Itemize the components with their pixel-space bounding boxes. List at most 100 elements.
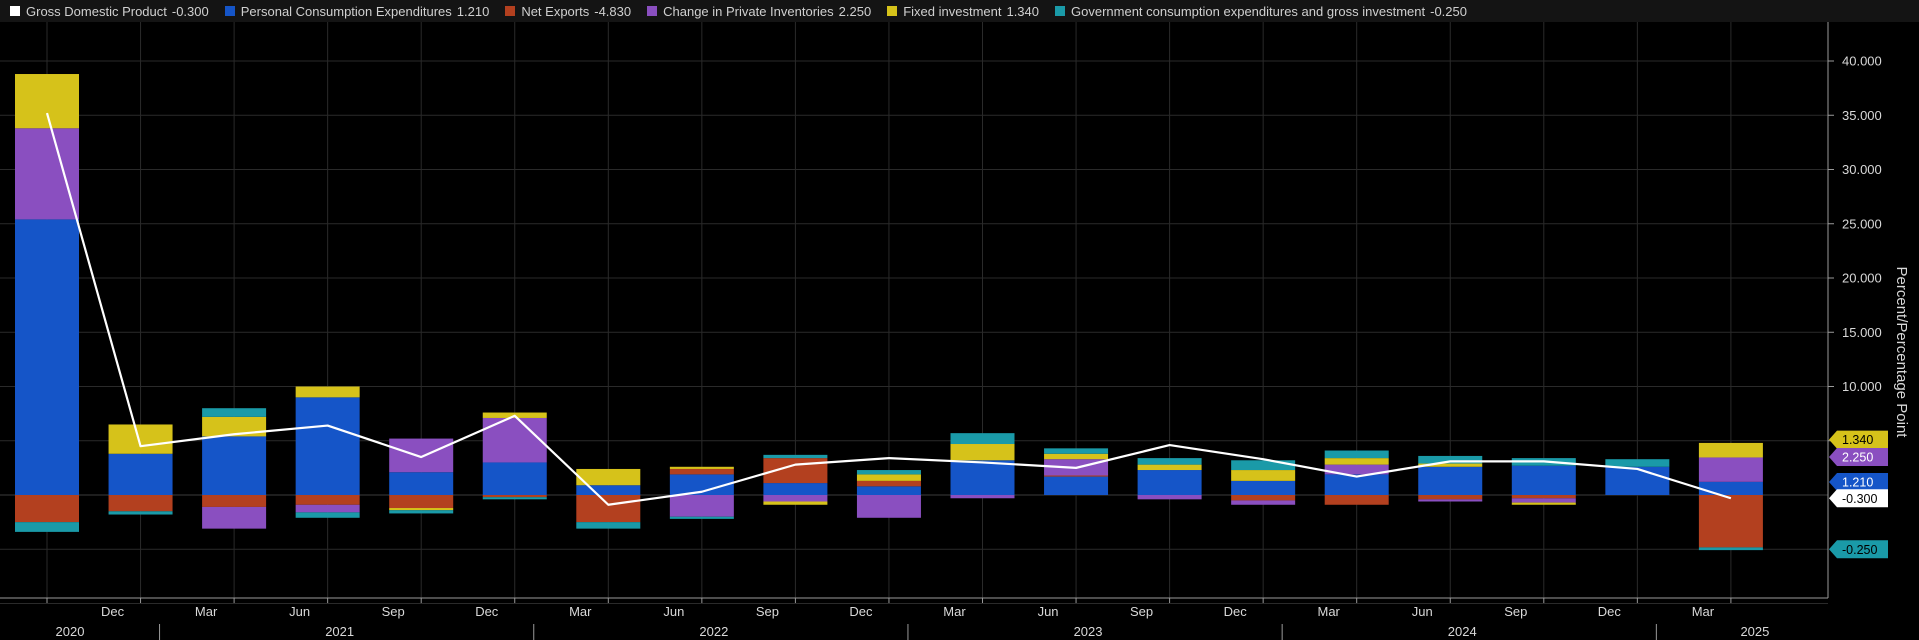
bar-segment bbox=[15, 522, 79, 532]
y-tick-label: 25.000 bbox=[1842, 216, 1882, 231]
y-tick-label: 20.000 bbox=[1842, 271, 1882, 286]
bar-segment bbox=[856, 470, 921, 475]
y-tick-label: 30.000 bbox=[1842, 162, 1882, 177]
bar-segment bbox=[1605, 466, 1670, 495]
bar-segment bbox=[1511, 495, 1576, 499]
legend-value: -0.250 bbox=[1430, 3, 1467, 19]
legend-label: Fixed investment bbox=[903, 3, 1002, 19]
bar-segment bbox=[1418, 466, 1483, 495]
bar-segment bbox=[763, 483, 828, 495]
bar-segment bbox=[15, 128, 79, 220]
legend-item: Gross Domestic Product -0.300 bbox=[10, 4, 209, 19]
legend-item: Personal Consumption Expenditures 1.210 bbox=[224, 3, 490, 19]
value-tag-label: 2.250 bbox=[1842, 451, 1873, 465]
legend-value: 1.210 bbox=[456, 3, 490, 19]
bars-group bbox=[15, 74, 1763, 551]
bar-segment bbox=[1698, 481, 1763, 495]
x-month-label: Mar bbox=[1692, 604, 1715, 619]
bar-segment bbox=[950, 495, 1015, 499]
x-month-label: Mar bbox=[1318, 604, 1341, 619]
x-year-label: 2021 bbox=[325, 624, 354, 639]
chart-legend: Gross Domestic Product -0.300 Personal Con… bbox=[0, 0, 1919, 22]
bar-segment bbox=[295, 512, 360, 518]
bar-segment bbox=[669, 468, 734, 475]
value-tag-label: -0.300 bbox=[1842, 492, 1877, 506]
bar-segment bbox=[1044, 475, 1109, 477]
bar-segment bbox=[576, 522, 641, 529]
x-month-label: Sep bbox=[1504, 604, 1527, 619]
value-tag-shape bbox=[1829, 448, 1888, 467]
bar-segment bbox=[950, 444, 1015, 461]
y-tick-label: 10.000 bbox=[1842, 379, 1882, 394]
bar-segment bbox=[669, 466, 734, 469]
legend-swatch bbox=[224, 6, 235, 16]
bar-segment bbox=[1418, 455, 1483, 464]
bar-segment bbox=[1137, 470, 1202, 495]
bar-segment bbox=[295, 397, 360, 495]
bar-segment bbox=[1698, 442, 1763, 458]
bar-segment bbox=[202, 408, 267, 417]
bar-segment bbox=[295, 495, 360, 505]
x-month-label: Sep bbox=[1130, 604, 1153, 619]
gdp-line-group bbox=[45, 112, 1732, 506]
bar-segment bbox=[1044, 448, 1109, 454]
bar-segment bbox=[576, 485, 641, 495]
x-month-label: Jun bbox=[1038, 604, 1059, 619]
legend-item: Government consumption expenditures and … bbox=[1055, 4, 1467, 19]
x-month-label: Dec bbox=[101, 604, 125, 619]
bar-segment bbox=[1698, 457, 1763, 482]
legend-label: Change in Private Inventories bbox=[663, 3, 834, 19]
bar-segment bbox=[856, 486, 921, 495]
legend-swatch bbox=[887, 6, 898, 16]
bar-segment bbox=[389, 472, 454, 495]
value-tag-shape bbox=[1829, 472, 1888, 491]
bar-segment bbox=[1698, 495, 1763, 548]
bar-segment bbox=[482, 497, 547, 500]
bar-segment bbox=[202, 495, 267, 507]
bar-segment bbox=[856, 474, 921, 481]
bar-segment bbox=[389, 438, 454, 473]
x-year-label: 2025 bbox=[1740, 624, 1769, 639]
bar-segment bbox=[1044, 476, 1109, 495]
y-tick-label: 15.000 bbox=[1842, 325, 1882, 340]
x-month-label: Jun bbox=[663, 604, 684, 619]
value-tag-shape bbox=[1829, 489, 1888, 508]
bar-segment bbox=[1231, 470, 1296, 481]
x-month-label: Mar bbox=[943, 604, 966, 619]
stacked-bar-chart: 10.000 15.000 20.000 25.000 30.000 35.000 40.0… bbox=[0, 22, 1919, 640]
x-month-label: Mar bbox=[195, 604, 218, 619]
value-tag-shape bbox=[1829, 540, 1888, 559]
x-year-label: 2022 bbox=[699, 624, 728, 639]
legend-value: -0.300 bbox=[171, 3, 209, 19]
legend-label: Net Exports bbox=[521, 3, 590, 19]
bar-segment bbox=[1231, 480, 1296, 495]
bar-segment bbox=[295, 504, 360, 513]
legend-swatch bbox=[1055, 6, 1066, 16]
bar-segment bbox=[1324, 474, 1389, 495]
bar-segment bbox=[108, 495, 173, 512]
y-axis-label: Percent/Percentage Point bbox=[1893, 267, 1910, 439]
bar-segment bbox=[202, 436, 267, 495]
bar-segment bbox=[1418, 499, 1483, 502]
legend-item: Fixed investment 1.340 bbox=[887, 4, 1039, 19]
legend-swatch bbox=[10, 6, 20, 16]
bar-segment bbox=[856, 495, 921, 518]
bar-segment bbox=[1698, 547, 1763, 551]
bar-segment bbox=[763, 501, 828, 505]
bar-segment bbox=[389, 510, 454, 514]
bar-segment bbox=[1044, 453, 1109, 460]
x-month-label: Dec bbox=[1598, 604, 1622, 619]
bar-segment bbox=[15, 74, 79, 129]
bar-segment bbox=[108, 453, 173, 495]
x-month-label: Dec bbox=[849, 604, 873, 619]
value-tag: 2.250 bbox=[1829, 448, 1888, 467]
bar-segment bbox=[950, 433, 1015, 445]
bar-segment bbox=[669, 495, 734, 517]
y-tick-label: 35.000 bbox=[1842, 108, 1882, 123]
x-month-label: Jun bbox=[289, 604, 310, 619]
x-month-label: Jun bbox=[1412, 604, 1433, 619]
bar-segment bbox=[1324, 450, 1389, 459]
y-tick-label: 40.000 bbox=[1842, 54, 1882, 69]
bar-segment bbox=[389, 495, 454, 509]
bar-segment bbox=[1137, 495, 1202, 500]
